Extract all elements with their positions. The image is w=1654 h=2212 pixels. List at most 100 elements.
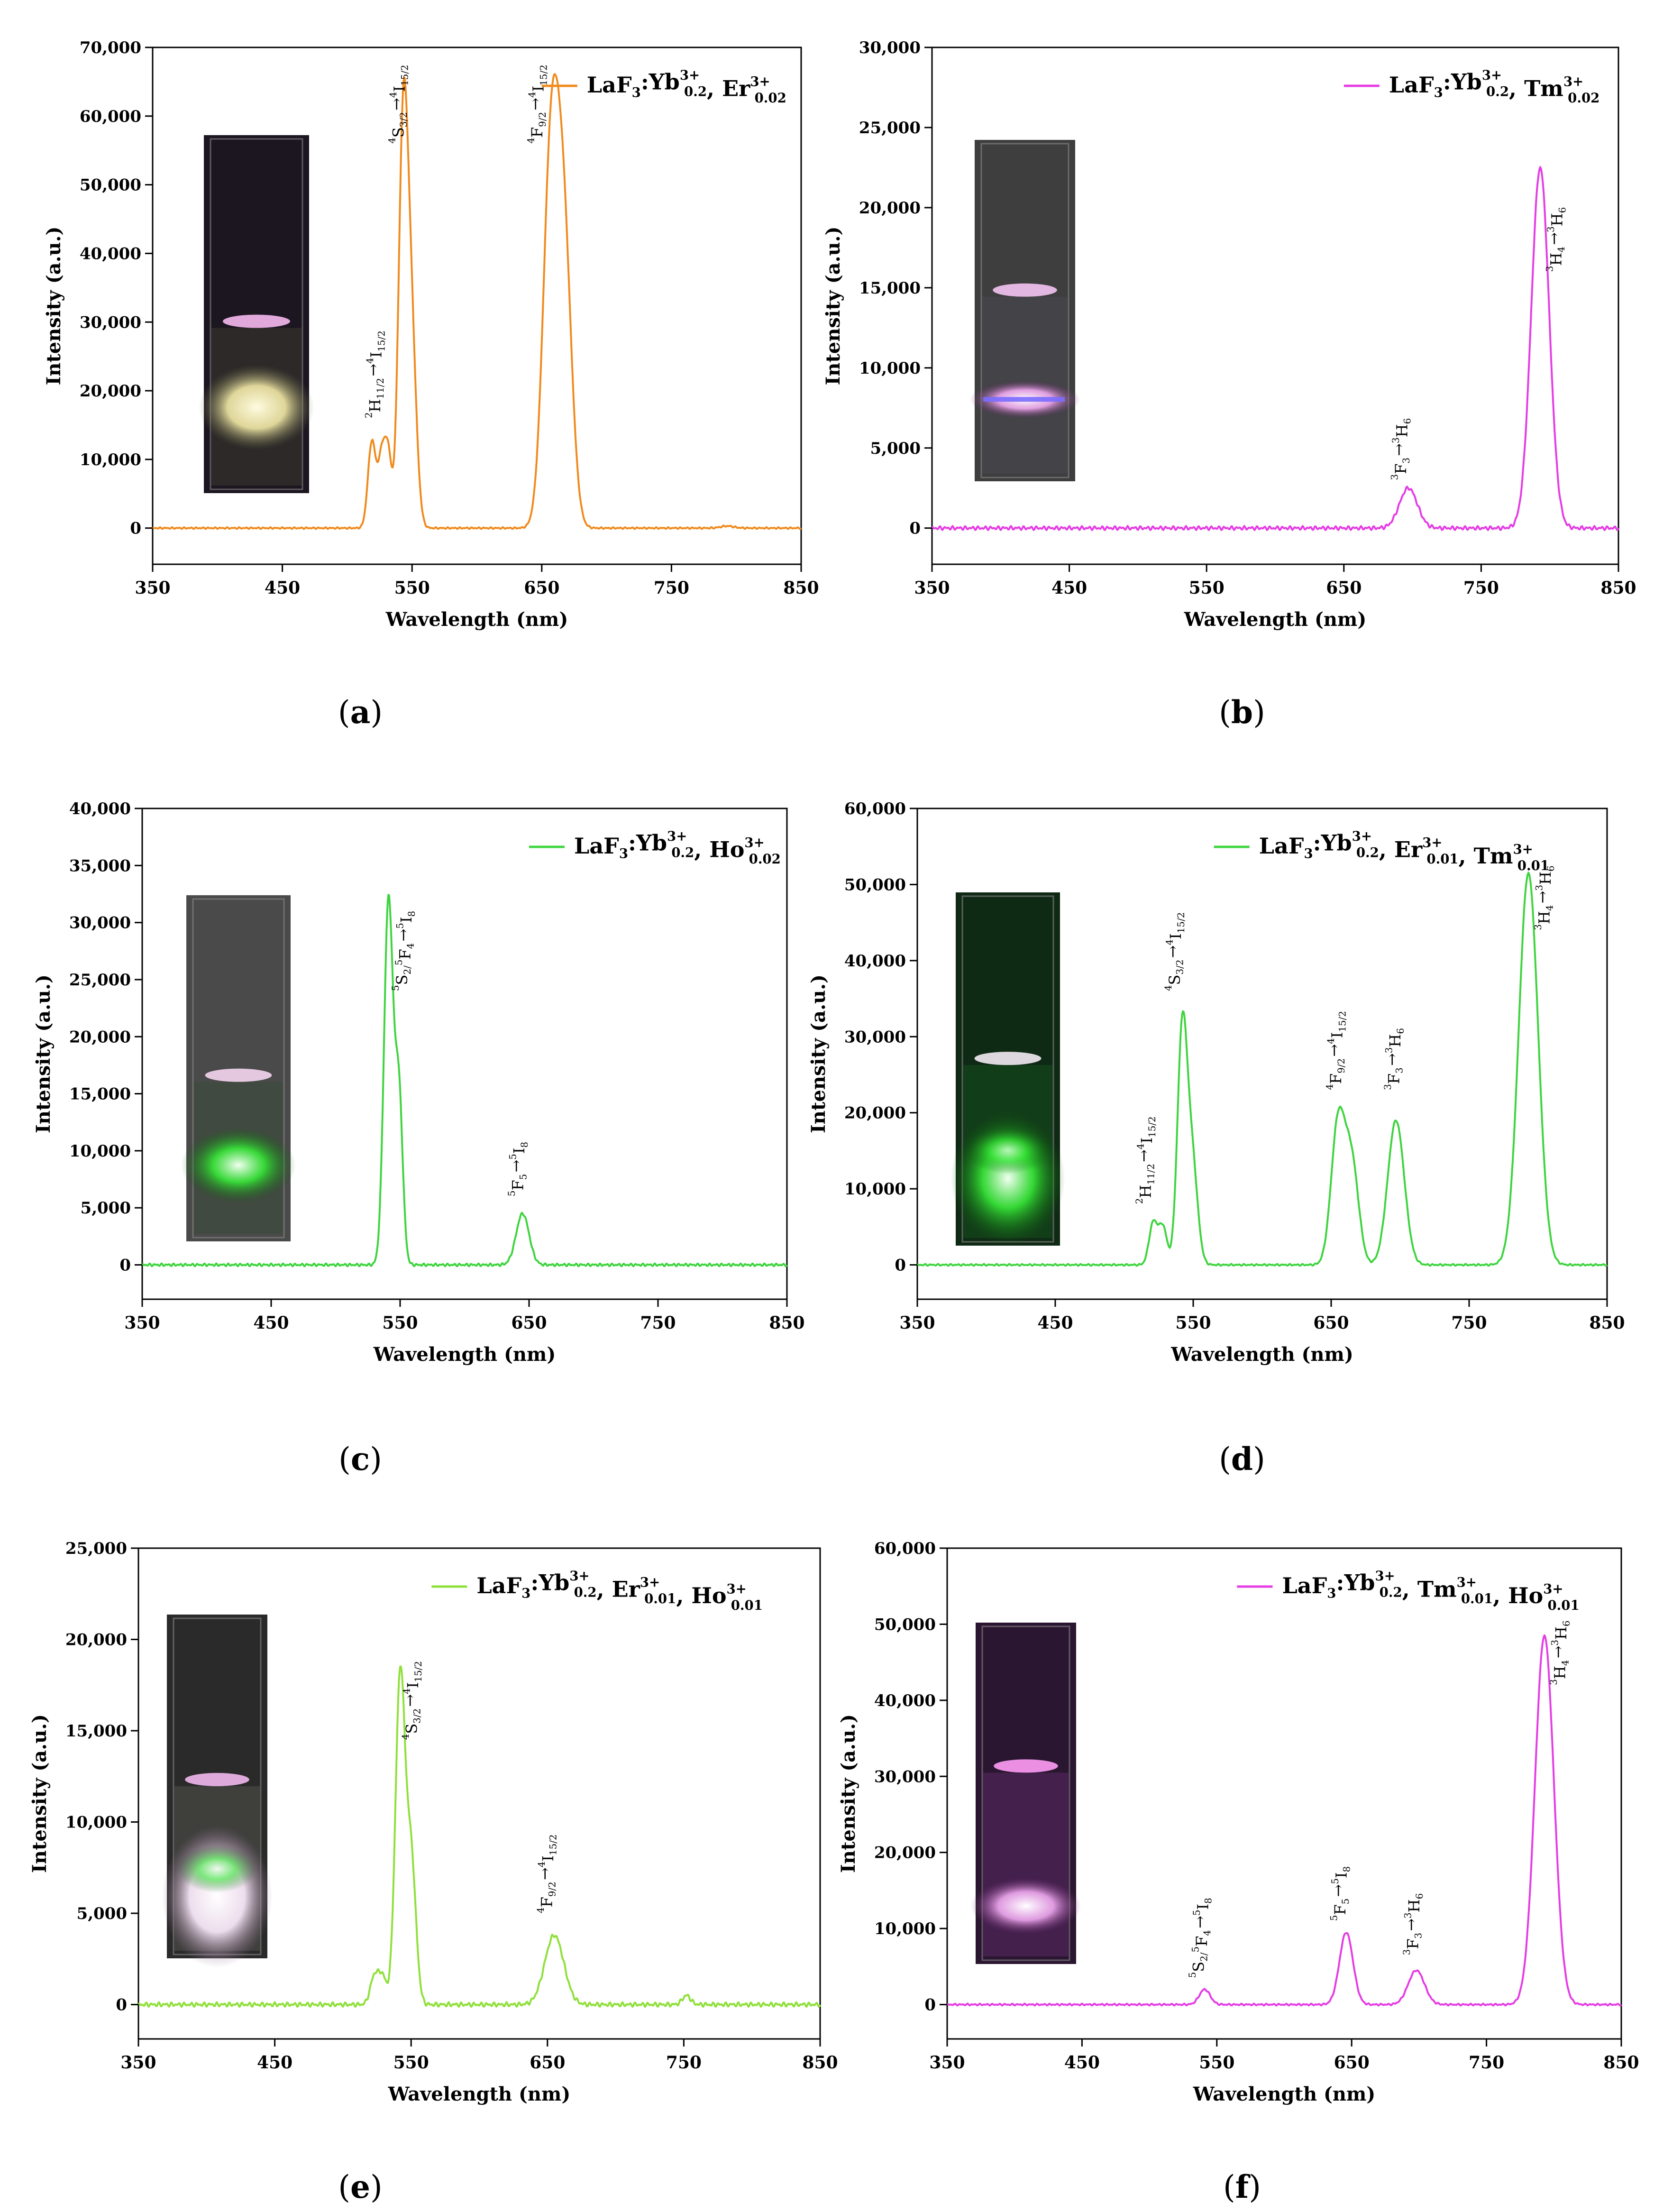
spectrum-line — [932, 165, 1619, 532]
chart-panel-b: 350 450 550 650 750 850 0 5,000 10,000 15,000 20,0… — [822, 38, 1636, 631]
y-tick-label: 0 — [895, 1256, 906, 1275]
x-tick-label: 750 — [1451, 1313, 1487, 1333]
y-axis-label: Intensity (a.u.) — [28, 1714, 51, 1873]
y-tick-label: 35,000 — [69, 856, 131, 875]
x-tick-label: 650 — [530, 2053, 565, 2073]
transition-label: 2H11/2 →4I15/2 — [1134, 1115, 1158, 1204]
legend-label: LaF3:Yb3+ 0.2, Tm3+ 0.01, Ho3+ 0.01 — [1282, 1568, 1579, 1613]
spectrum-line — [947, 1634, 1622, 2007]
y-tick-label: 0 — [909, 519, 921, 538]
emission-glow — [181, 1127, 296, 1203]
y-tick-label: 10,000 — [80, 450, 141, 469]
transition-label: 5S2/5F4 →5I8 — [390, 909, 417, 991]
y-tick-label: 30,000 — [69, 914, 131, 933]
y-tick-label: 70,000 — [80, 38, 141, 57]
y-axis-label: Intensity (a.u.) — [32, 974, 55, 1133]
x-tick-label: 450 — [265, 578, 300, 598]
y-tick-label: 50,000 — [874, 1615, 936, 1634]
x-tick-label: 750 — [654, 578, 689, 598]
transition-label: 3H4 →3H6 — [1533, 864, 1556, 930]
y-tick-label: 40,000 — [80, 244, 141, 263]
transition-label: 3H4 →3H6 — [1548, 1619, 1572, 1685]
legend-label: LaF3:Yb3+ 0.2, Er3+ 0.01, Ho3+ 0.01 — [476, 1568, 763, 1613]
y-tick-label: 5,000 — [81, 1199, 131, 1218]
x-tick-label: 650 — [524, 578, 559, 598]
cuvette-outline — [192, 898, 285, 1239]
emission-glow — [970, 1877, 1081, 1935]
chart-panel-c: 350 450 550 650 750 850 0 5,000 10,000 15,000 20,0… — [32, 799, 805, 1366]
legend-label: LaF3:Yb3+ 0.2, Er3+ 0.01, Tm3+ 0.01 — [1259, 828, 1549, 873]
y-tick-label: 5,000 — [870, 439, 921, 458]
y-tick-label: 50,000 — [844, 875, 906, 894]
y-tick-label: 40,000 — [874, 1691, 936, 1710]
emission-glow-upper — [177, 1845, 257, 1893]
x-tick-label: 350 — [124, 1313, 160, 1333]
x-tick-label: 450 — [1064, 2053, 1100, 2073]
y-tick-label: 60,000 — [874, 1539, 936, 1558]
y-tick-label: 20,000 — [80, 382, 141, 401]
chart-panel-e: 350 450 550 650 750 850 0 5,000 10,000 15,000 20,0… — [28, 1539, 838, 2105]
legend-label: LaF3:Yb3+ 0.2, Er3+ 0.02 — [587, 67, 786, 106]
y-tick-label: 25,000 — [65, 1539, 127, 1558]
x-axis-label: Wavelength (nm) — [1193, 2083, 1376, 2105]
x-tick-label: 850 — [1603, 2053, 1639, 2073]
y-tick-label: 25,000 — [859, 119, 921, 138]
emission-glow — [198, 364, 315, 450]
y-tick-label: 20,000 — [844, 1104, 906, 1123]
x-axis-label: Wavelength (nm) — [1184, 608, 1367, 631]
cuvette-outline — [981, 1625, 1070, 1961]
y-tick-label: 25,000 — [69, 971, 131, 990]
y-tick-label: 30,000 — [874, 1767, 936, 1786]
emission-beam — [983, 397, 1065, 402]
y-tick-label: 0 — [924, 1996, 936, 2015]
x-tick-label: 450 — [257, 2053, 292, 2073]
x-tick-label: 350 — [120, 2053, 156, 2073]
spectrum-line — [152, 73, 802, 530]
legend: LaF3:Yb3+ 0.2, Ho3+ 0.02 — [529, 828, 781, 867]
chart-panel-a: 350 450 550 650 750 850 0 10,000 20,000 30,000 40,… — [43, 38, 819, 631]
spectrum-line — [138, 1665, 821, 2008]
y-tick-label: 50,000 — [80, 176, 141, 195]
x-tick-label: 350 — [914, 578, 950, 598]
caption-f: (f) — [1223, 2168, 1261, 2205]
x-tick-label: 750 — [666, 2053, 702, 2073]
y-tick-label: 30,000 — [859, 38, 921, 57]
legend: LaF3:Yb3+ 0.2, Tm3+ 0.02 — [1343, 67, 1599, 106]
legend-label: LaF3:Yb3+ 0.2, Ho3+ 0.02 — [574, 828, 781, 867]
y-tick-label: 10,000 — [65, 1813, 127, 1832]
x-tick-label: 350 — [135, 578, 170, 598]
y-tick-label: 40,000 — [69, 799, 131, 818]
caption-e: (e) — [338, 2168, 383, 2205]
chart-panel-f: 350 450 550 650 750 850 0 10,000 20,000 30,000 40,… — [837, 1539, 1639, 2105]
spectrum-line — [917, 871, 1608, 1267]
x-tick-label: 650 — [1334, 2053, 1370, 2073]
y-tick-label: 10,000 — [844, 1180, 906, 1199]
y-tick-label: 20,000 — [874, 1844, 936, 1863]
meniscus — [994, 1759, 1058, 1773]
y-tick-label: 30,000 — [80, 313, 141, 332]
inset-photo — [198, 135, 315, 493]
meniscus — [993, 283, 1057, 297]
x-tick-label: 750 — [1463, 578, 1499, 598]
transition-label: 5F5 →5I8 — [506, 1140, 530, 1197]
cuvette-outline — [210, 138, 303, 490]
transition-label: 4F9/2 →4I15/2 — [1325, 1010, 1348, 1090]
emission-glow-upper — [966, 1126, 1050, 1174]
transition-label: 4S3/2 →4I15/2 — [1163, 911, 1187, 991]
x-tick-label: 550 — [1189, 578, 1225, 598]
transition-label: 4F9/2 →4I15/2 — [535, 1833, 559, 1913]
x-tick-label: 450 — [1051, 578, 1087, 598]
y-tick-label: 10,000 — [859, 359, 921, 378]
y-tick-label: 20,000 — [69, 1028, 131, 1046]
plot-frame — [152, 46, 802, 565]
x-tick-label: 550 — [1175, 1313, 1211, 1333]
inset-photo — [950, 892, 1065, 1246]
y-tick-label: 60,000 — [844, 799, 906, 818]
caption-a: (a) — [338, 694, 383, 731]
y-axis-label: Intensity (a.u.) — [837, 1714, 859, 1873]
y-tick-label: 5,000 — [77, 1904, 127, 1923]
x-tick-label: 850 — [802, 2053, 838, 2073]
meniscus — [185, 1773, 249, 1786]
meniscus — [974, 1052, 1042, 1065]
